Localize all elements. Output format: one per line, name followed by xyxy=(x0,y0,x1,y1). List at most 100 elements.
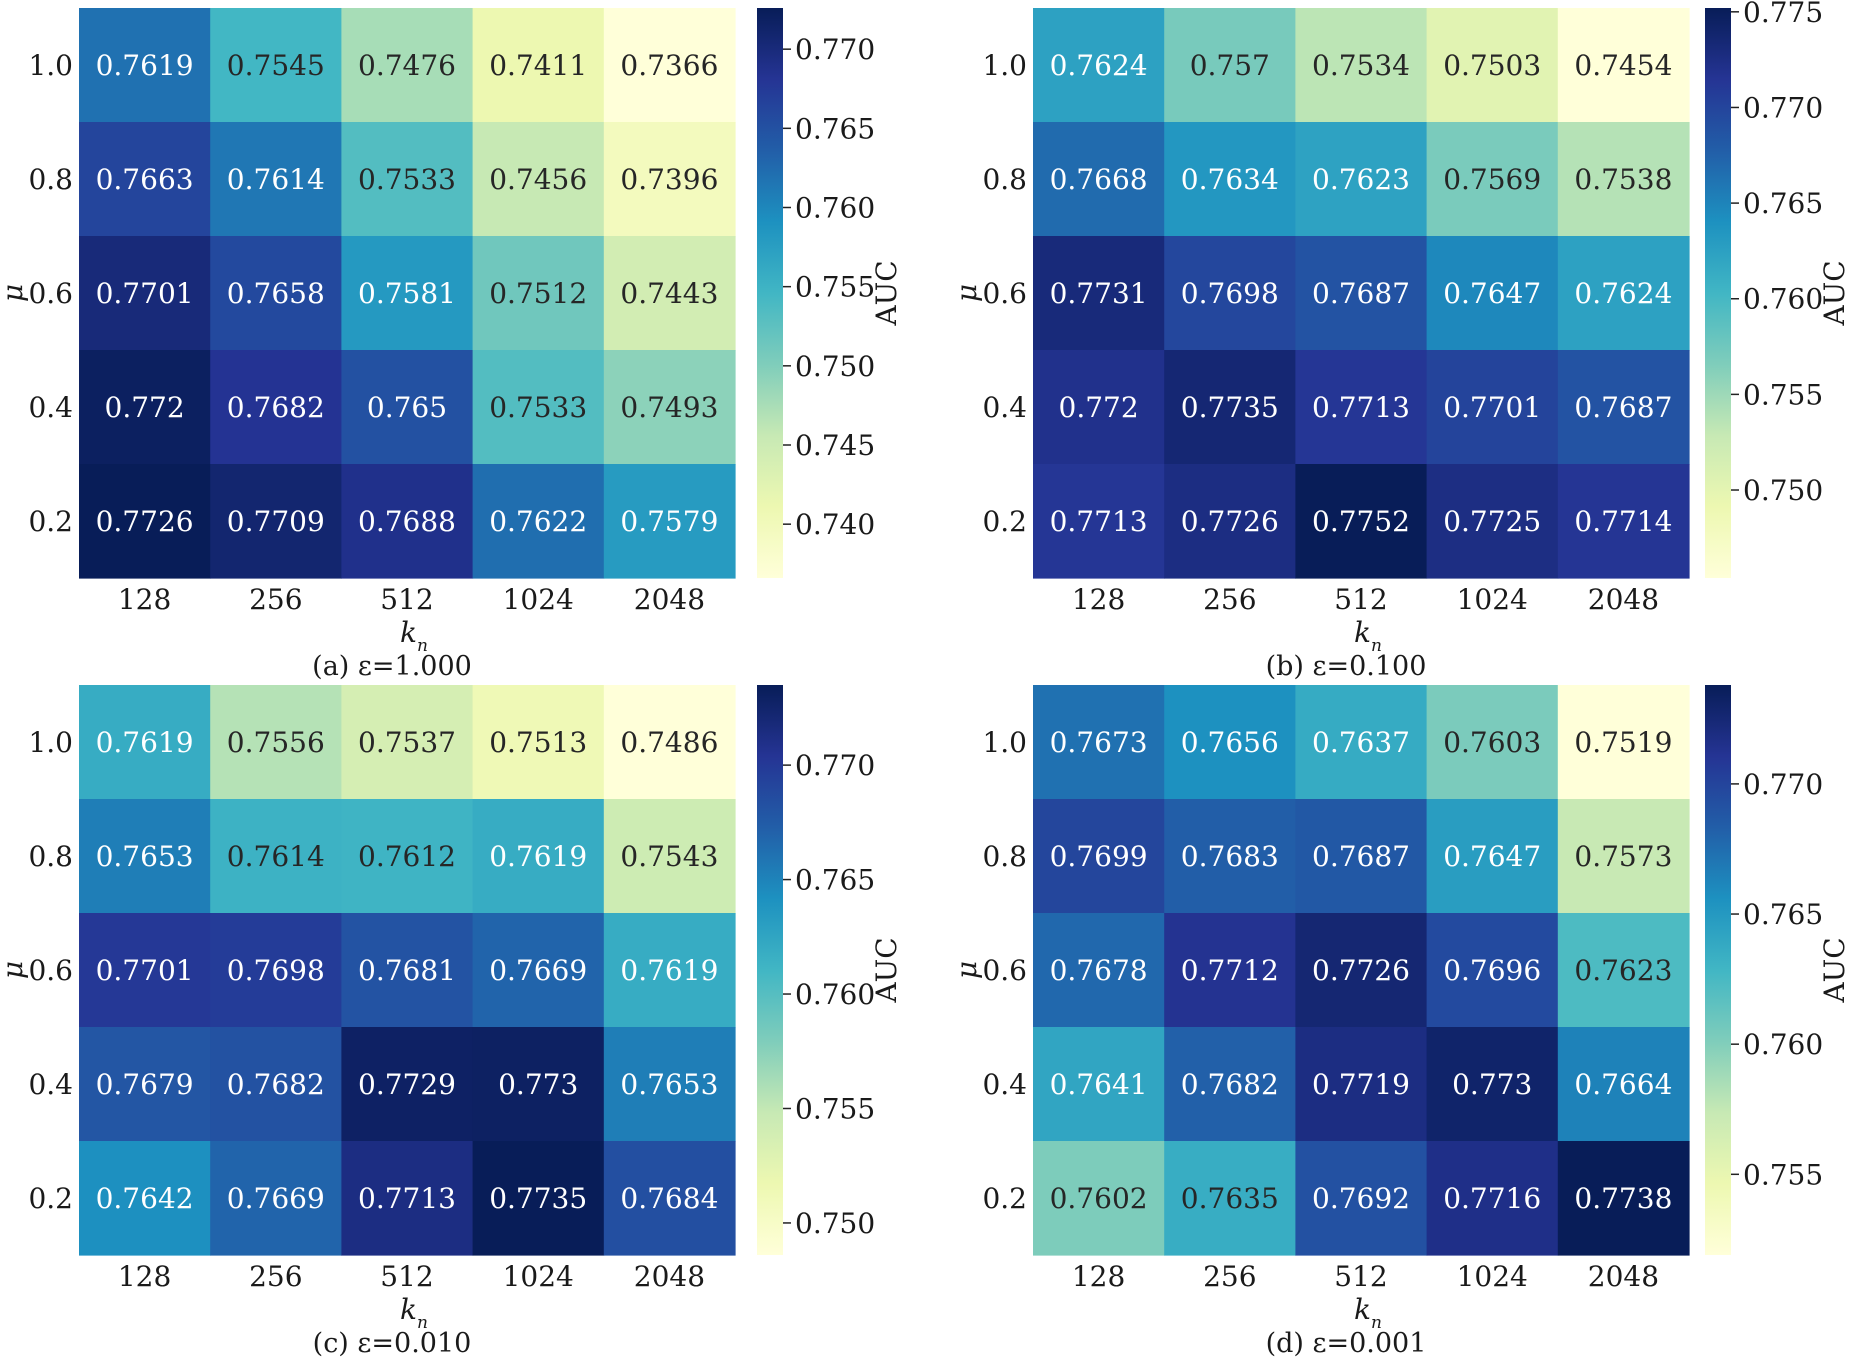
y-tick-label: 0.2 xyxy=(982,505,1027,538)
heatmap-cell xyxy=(1426,8,1559,123)
cell-value-label: 0.7669 xyxy=(489,954,587,987)
x-axis-label: kn xyxy=(1354,616,1382,656)
heatmap-cell xyxy=(1557,799,1690,914)
cell-value-label: 0.7637 xyxy=(1312,726,1410,759)
heatmap-panel-3: 0.7619 0.7556 0.7537 0.7513 0.7486 0.7653 0.76… xyxy=(0,685,903,1359)
heatmap-cell xyxy=(210,1141,342,1256)
x-axis-label-main: k xyxy=(400,616,417,649)
x-axis-label: kn xyxy=(400,1293,428,1333)
cell-value-label: 0.7713 xyxy=(1312,391,1410,424)
cell-value-label: 0.7512 xyxy=(489,277,587,310)
heatmap-cell xyxy=(341,1141,474,1256)
colorbar xyxy=(757,685,783,1255)
x-tick-label: 128 xyxy=(118,1260,171,1293)
cell-value-label: 0.7669 xyxy=(227,1182,325,1215)
colorbar-tick-label: 0.760 xyxy=(795,978,875,1011)
cell-value-label: 0.7688 xyxy=(358,505,456,538)
heatmap-cell xyxy=(341,464,474,579)
cell-value-label: 0.7731 xyxy=(1050,277,1148,310)
heatmap-cell xyxy=(341,8,474,123)
cell-value-label: 0.7712 xyxy=(1181,954,1279,987)
heatmap-cell xyxy=(1295,1027,1428,1142)
heatmap-panel-4: 0.7673 0.7656 0.7637 0.7603 0.7519 0.7699 0.76… xyxy=(950,685,1851,1359)
heatmap-cell xyxy=(1033,122,1165,237)
y-tick-label: 0.4 xyxy=(28,1068,73,1101)
y-tick-label: 0.2 xyxy=(982,1182,1027,1215)
heatmap-cell xyxy=(1557,8,1690,123)
cell-value-label: 0.7634 xyxy=(1181,163,1279,196)
x-tick-label: 1024 xyxy=(503,1260,574,1293)
x-axis-label-main: k xyxy=(1354,616,1371,649)
heatmap-cell xyxy=(472,1141,605,1256)
cell-value-label: 0.7486 xyxy=(620,726,718,759)
heatmap-cell xyxy=(1164,913,1296,1028)
cell-value-label: 0.7573 xyxy=(1574,840,1672,873)
heatmap-cell xyxy=(1426,236,1559,351)
colorbar-tick-label: 0.770 xyxy=(1743,768,1823,801)
heatmap-cell xyxy=(1033,685,1165,800)
colorbar-tick-label: 0.750 xyxy=(795,1207,875,1240)
colorbar-tick-label: 0.755 xyxy=(1743,1158,1823,1191)
y-tick-label: 1.0 xyxy=(982,726,1027,759)
heatmap-cell xyxy=(1164,685,1296,800)
cell-value-label: 0.7545 xyxy=(227,49,325,82)
heatmap-cell xyxy=(79,236,211,351)
heatmap-cell xyxy=(1557,122,1690,237)
cell-value-label: 0.7656 xyxy=(1181,726,1279,759)
colorbar-tick-label: 0.770 xyxy=(1743,91,1823,124)
heatmap-cell xyxy=(1295,236,1428,351)
y-tick-label: 0.8 xyxy=(28,840,73,873)
cell-value-label: 0.7735 xyxy=(1181,391,1279,424)
cell-value-label: 0.7411 xyxy=(489,49,587,82)
heatmap-cell xyxy=(603,1141,736,1256)
heatmap-cell xyxy=(1426,913,1559,1028)
cell-value-label: 0.7687 xyxy=(1312,277,1410,310)
cell-value-label: 0.7641 xyxy=(1050,1068,1148,1101)
x-axis-label-main: k xyxy=(1354,1293,1371,1326)
y-tick-label: 1.0 xyxy=(28,726,73,759)
heatmap-cell xyxy=(1557,236,1690,351)
heatmap-cell xyxy=(603,685,736,800)
heatmap-cell xyxy=(472,122,605,237)
heatmap-cell xyxy=(1557,350,1690,465)
heatmap-cell xyxy=(1295,799,1428,914)
heatmap-cell xyxy=(1033,1027,1165,1142)
heatmap-cell xyxy=(1557,913,1690,1028)
colorbar-tick-label: 0.750 xyxy=(795,350,875,383)
cell-value-label: 0.7533 xyxy=(358,163,456,196)
heatmap-cell xyxy=(1164,122,1296,237)
cell-value-label: 0.7729 xyxy=(358,1068,456,1101)
heatmap-cell xyxy=(472,799,605,914)
heatmap-cell xyxy=(210,350,342,465)
cell-value-label: 0.7366 xyxy=(620,49,718,82)
heatmap-cell xyxy=(79,1141,211,1256)
heatmap-cell xyxy=(79,799,211,914)
x-axis-label-subscript: n xyxy=(417,1313,428,1333)
y-tick-label: 0.6 xyxy=(28,277,73,310)
colorbar-tick-label: 0.755 xyxy=(795,1092,875,1125)
y-tick-label: 1.0 xyxy=(28,49,73,82)
panel-caption: (d) ε=0.001 xyxy=(1266,1328,1427,1359)
cell-value-label: 0.7687 xyxy=(1574,391,1672,424)
colorbar xyxy=(1705,8,1731,578)
y-axis-label: μ xyxy=(950,284,983,302)
cell-value-label: 0.7678 xyxy=(1050,954,1148,987)
colorbar-tick-label: 0.755 xyxy=(795,271,875,304)
y-axis-label: μ xyxy=(950,961,983,979)
cell-value-label: 0.7698 xyxy=(227,954,325,987)
colorbar-tick-label: 0.745 xyxy=(795,429,875,462)
heatmap-cell xyxy=(210,685,342,800)
heatmap-cell xyxy=(603,236,736,351)
cell-value-label: 0.7668 xyxy=(1050,163,1148,196)
heatmap-cell xyxy=(341,1027,474,1142)
heatmap-cell xyxy=(603,350,736,465)
x-tick-label: 512 xyxy=(1334,1260,1387,1293)
x-tick-label: 512 xyxy=(1334,583,1387,616)
x-tick-label: 512 xyxy=(380,1260,433,1293)
colorbar-tick-label: 0.765 xyxy=(1743,187,1823,220)
x-tick-label: 256 xyxy=(1203,1260,1256,1293)
heatmap-cell xyxy=(341,913,474,1028)
heatmap-cell xyxy=(210,799,342,914)
heatmap-cell xyxy=(472,350,605,465)
cell-value-label: 0.7503 xyxy=(1443,49,1541,82)
